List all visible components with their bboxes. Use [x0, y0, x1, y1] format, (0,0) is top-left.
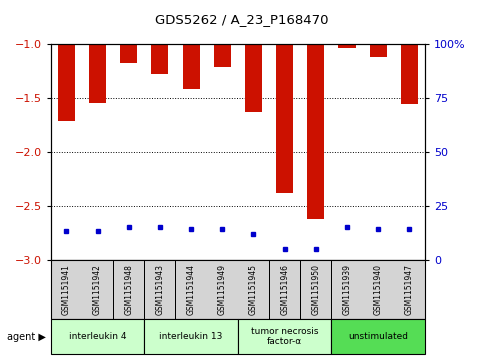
Text: GSM1151947: GSM1151947 — [405, 264, 414, 315]
Text: interleukin 13: interleukin 13 — [159, 332, 223, 341]
Bar — [58, 44, 75, 121]
Text: GSM1151946: GSM1151946 — [280, 264, 289, 315]
Text: agent ▶: agent ▶ — [7, 332, 46, 342]
Text: GSM1151950: GSM1151950 — [312, 264, 320, 315]
Text: GSM1151940: GSM1151940 — [374, 264, 383, 315]
Text: GDS5262 / A_23_P168470: GDS5262 / A_23_P168470 — [155, 13, 328, 26]
Text: unstimulated: unstimulated — [348, 332, 408, 341]
Bar — [213, 44, 231, 67]
Text: interleukin 4: interleukin 4 — [69, 332, 126, 341]
Bar — [183, 44, 199, 89]
Text: GSM1151944: GSM1151944 — [186, 264, 196, 315]
Bar — [245, 44, 262, 111]
Text: GSM1151949: GSM1151949 — [218, 264, 227, 315]
Bar — [276, 44, 293, 193]
Bar — [120, 44, 137, 63]
Text: GSM1151945: GSM1151945 — [249, 264, 258, 315]
Bar — [339, 44, 355, 48]
Text: tumor necrosis
factor-α: tumor necrosis factor-α — [251, 327, 318, 346]
Bar — [89, 44, 106, 103]
Bar — [401, 44, 418, 104]
Bar — [369, 44, 387, 57]
Text: GSM1151942: GSM1151942 — [93, 264, 102, 315]
Text: GSM1151939: GSM1151939 — [342, 264, 352, 315]
Bar — [151, 44, 169, 74]
Text: GSM1151948: GSM1151948 — [124, 264, 133, 315]
Text: GSM1151943: GSM1151943 — [156, 264, 164, 315]
Bar — [307, 44, 325, 219]
Text: GSM1151941: GSM1151941 — [62, 264, 71, 315]
